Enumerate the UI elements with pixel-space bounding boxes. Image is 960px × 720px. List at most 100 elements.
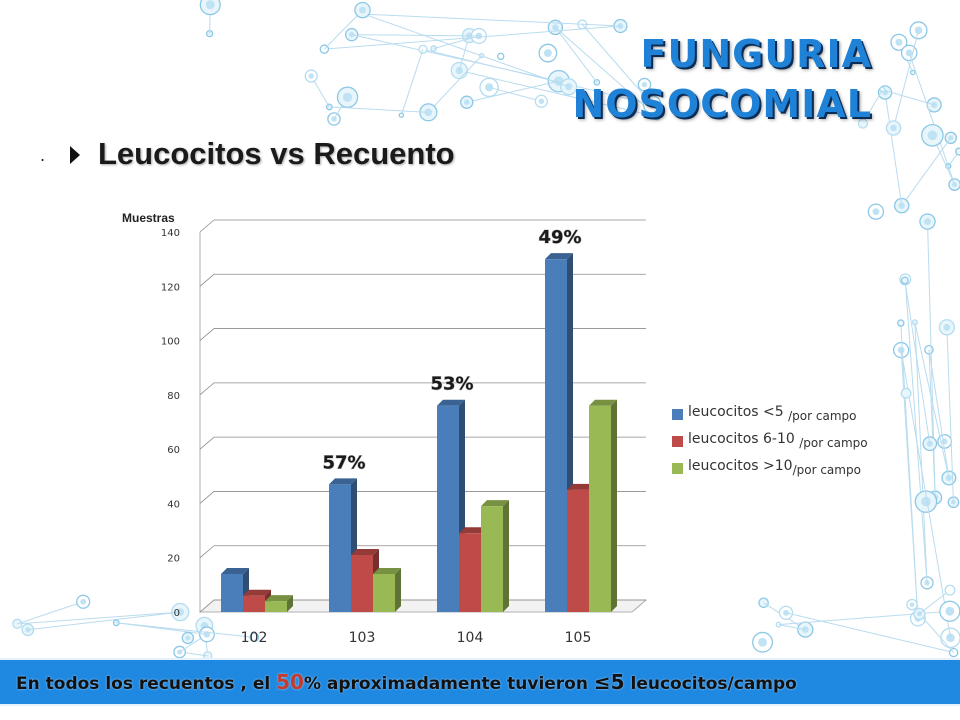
- bubble-link: [488, 86, 542, 102]
- bubble-core: [924, 580, 930, 586]
- bar-102-series2: [243, 595, 265, 612]
- banner-middle: % aproximadamente tuvieron: [303, 674, 594, 694]
- banner-symbol: ≤5: [593, 670, 625, 694]
- bubble-link: [785, 612, 954, 654]
- bubble-circle: [955, 147, 960, 156]
- bubble-core: [890, 124, 897, 132]
- bubble-core: [617, 23, 624, 29]
- bar-top-102-series1: [221, 568, 249, 574]
- x-tick-label-103: 103: [349, 630, 376, 646]
- legend-label-series2: leucocitos 6-10 /por campo: [688, 431, 868, 450]
- bubble-core: [921, 496, 931, 507]
- bar-top-103-series2: [351, 549, 379, 555]
- bar-side-104-series3: [503, 500, 509, 612]
- annotation-103: 57%: [322, 452, 365, 473]
- bar-top-105-series1: [545, 253, 573, 260]
- legend-text-series1: leucocitos <5: [688, 404, 784, 420]
- y-tick-label: 60: [167, 445, 180, 456]
- x-tick-label-105: 105: [565, 630, 592, 646]
- bubble-core: [924, 218, 931, 225]
- bubble-link: [466, 80, 559, 103]
- bubble-core: [946, 633, 955, 643]
- x-tick-label-102: 102: [241, 630, 268, 646]
- bubble-link: [893, 30, 920, 129]
- bubble-link: [914, 322, 950, 479]
- y-tick-label: 100: [161, 337, 180, 348]
- legend-swatch-series3: [672, 463, 683, 474]
- slide-subtitle: Leucocitos vs Recuento: [98, 136, 455, 171]
- bar-104-series3: [481, 506, 503, 612]
- y-axis-label: Muestras: [122, 211, 175, 225]
- bubble-link: [908, 52, 956, 185]
- bubble-link: [364, 13, 621, 27]
- bar-top-104-series1: [437, 399, 465, 406]
- y-tick-label: 40: [167, 499, 180, 510]
- bubble-link: [400, 49, 424, 116]
- bar-103-series2: [351, 555, 373, 612]
- bubble-link: [927, 221, 936, 498]
- bubble-core: [80, 598, 87, 605]
- bubble-link: [919, 589, 951, 615]
- bubble-core: [648, 100, 657, 109]
- bar-105-series1: [545, 259, 567, 612]
- y-tick-label: 120: [161, 282, 180, 293]
- bubble-link: [778, 624, 806, 631]
- legend-swatch-series1: [672, 409, 683, 420]
- conclusion-banner: En todos los recuentos , el 50% aproxima…: [0, 658, 960, 706]
- bubble-link: [900, 323, 919, 619]
- triangle-bullet-icon: [70, 146, 80, 164]
- bubble-link: [946, 327, 954, 503]
- bubble-link: [884, 92, 903, 206]
- page-title-line1: FUNGURIA: [640, 32, 872, 76]
- bubble-link: [919, 613, 955, 653]
- bubble-circle: [857, 118, 869, 129]
- gridline: [199, 328, 646, 341]
- bar-side-103-series3: [395, 568, 401, 612]
- bar-top-104-series2: [459, 527, 487, 534]
- bubble-core: [872, 208, 880, 216]
- banner-highlight: 50: [276, 670, 304, 694]
- bubble-core: [909, 602, 915, 607]
- bubble-link: [27, 611, 181, 631]
- bar-104-series1: [437, 405, 459, 612]
- bubble-core: [343, 92, 353, 102]
- bubble-link: [17, 601, 84, 625]
- bar-102-series1: [221, 574, 243, 612]
- bar-102-series3: [265, 601, 287, 612]
- legend-swatch-series2: [672, 436, 683, 447]
- bar-side-102-series3: [287, 595, 293, 612]
- bubble-core: [359, 6, 366, 14]
- bullet-dot: .: [40, 146, 46, 165]
- bubble-link: [422, 48, 653, 106]
- bubble-core: [927, 130, 938, 141]
- bubble-link: [363, 13, 569, 88]
- legend-label-series1: leucocitos <5 /por campo: [688, 404, 856, 423]
- y-tick-label: 140: [161, 228, 180, 239]
- bubble-circle: [897, 319, 905, 327]
- bar-105-series2: [567, 489, 589, 612]
- bar-top-105-series3: [589, 399, 617, 406]
- bar-side-105-series3: [611, 399, 617, 612]
- bubble-core: [176, 608, 185, 616]
- y-tick-label: 80: [167, 391, 180, 402]
- bar-top-102-series3: [265, 595, 293, 602]
- bubble-link: [581, 24, 653, 105]
- bubble-link: [928, 349, 950, 479]
- bar-103-series1: [329, 484, 351, 612]
- bar-top-103-series3: [373, 568, 401, 574]
- bar-top-103-series1: [329, 478, 357, 485]
- bubble-core: [185, 635, 191, 641]
- bubble-link: [329, 106, 429, 113]
- bubble-link: [904, 280, 931, 444]
- bubble-link: [17, 611, 181, 625]
- banner-prefix: En todos los recuentos , el: [16, 674, 277, 694]
- bubble-link: [904, 279, 928, 583]
- bubble-link: [914, 322, 928, 583]
- annotation-104: 53%: [430, 374, 473, 395]
- bubble-circle: [398, 112, 405, 118]
- y-tick-label: 0: [174, 608, 180, 619]
- bubble-core: [538, 98, 545, 104]
- y-tick-label: 20: [167, 554, 180, 565]
